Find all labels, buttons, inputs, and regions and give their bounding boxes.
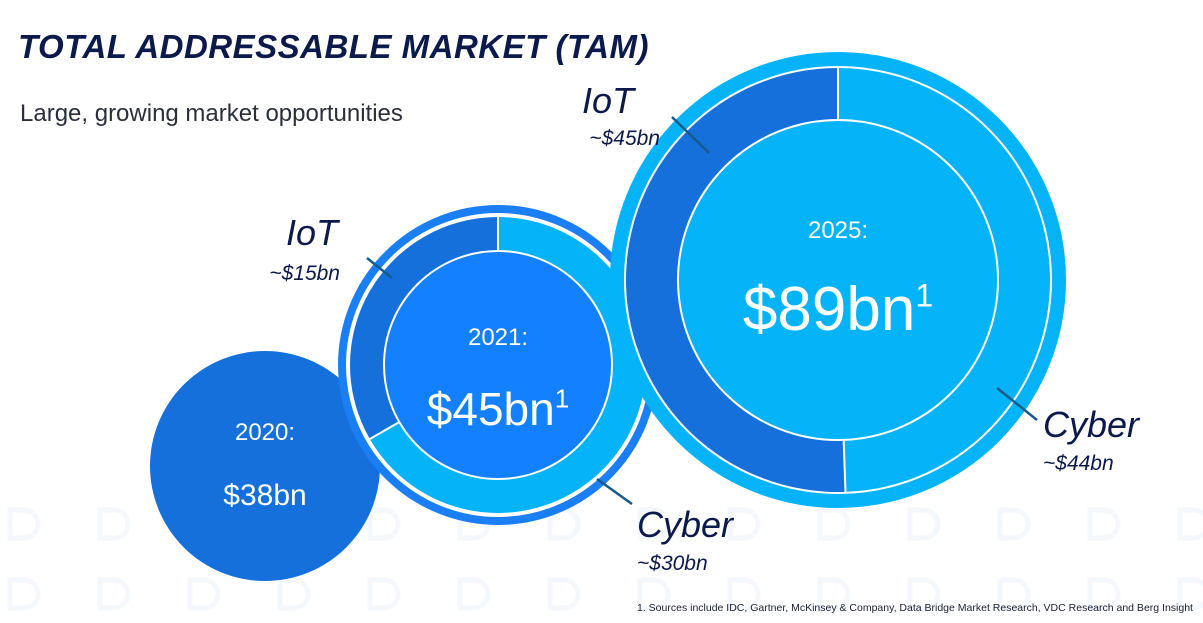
total-value-label: $89bn1 [743,275,933,344]
segment-name-cyber: Cyber [1043,404,1141,445]
segment-name-cyber: Cyber [637,504,735,545]
year-label: 2021: [468,324,528,351]
callout-leader-iot [671,116,710,154]
year-label: 2025: [808,217,868,244]
total-value-label: $38bn [223,479,306,512]
footnote-marker: 1 [555,384,569,414]
segment-name-iot: IoT [286,212,341,253]
inner-disc [677,119,999,441]
segment-name-iot: IoT [582,80,637,121]
total-value-label: $45bn1 [427,383,569,435]
page-subtitle: Large, growing market opportunities [20,100,403,127]
page-title: TOTAL ADDRESSABLE MARKET (TAM) [18,28,649,65]
segment-value-iot: ~$15bn [269,262,340,285]
inner-disc [383,250,613,480]
year-bubble-2: 2025: $89bn1 IoT ~$45bn Cyber ~$44bn [582,52,1141,508]
bubble-disc [150,351,380,581]
year-bubble-1: 2021: $45bn1 IoT ~$15bn Cyber ~$30bn [269,205,735,575]
callout-leader-iot [366,257,393,279]
year-bubble-0: 2020: $38bn [150,351,380,581]
callout-leader-cyber [996,387,1038,421]
callout-leader-cyber [596,477,633,506]
segment-value-cyber: ~$44bn [1043,452,1114,475]
segment-value-cyber: ~$30bn [637,552,708,575]
year-label: 2020: [235,419,295,446]
footnote: 1. Sources include IDC, Gartner, McKinse… [637,602,1193,614]
footnote-marker: 1 [915,277,933,313]
segment-value-iot: ~$45bn [589,127,660,150]
